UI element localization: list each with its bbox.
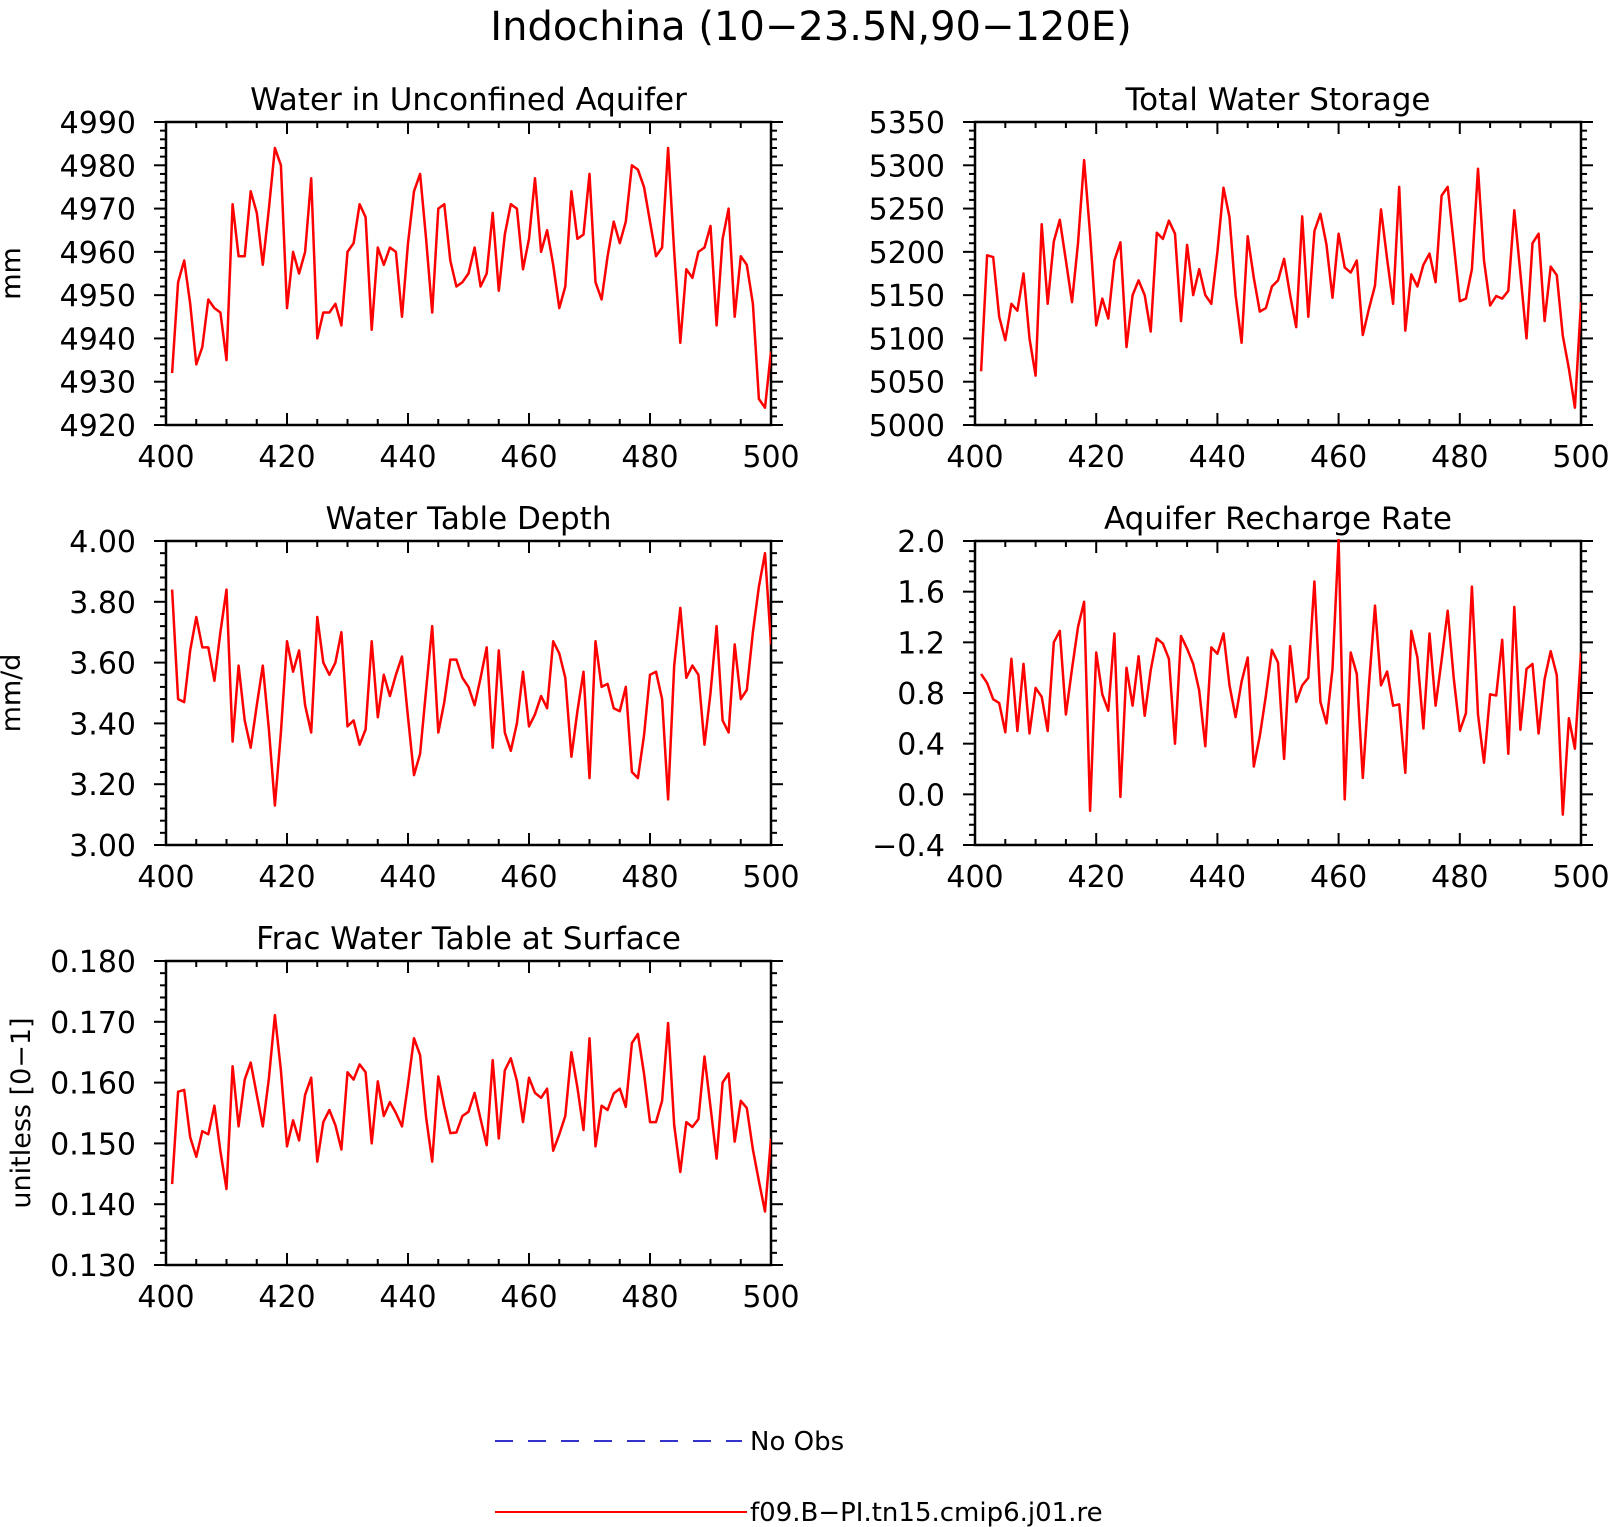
y-tick-label: 4940 — [60, 322, 136, 357]
y-tick-label: 1.2 — [897, 626, 945, 661]
y-tick-label: 0.180 — [50, 945, 136, 980]
series-line-recharge-rate — [980, 539, 1581, 816]
series-line-water-table-depth — [170, 551, 771, 807]
y-tick-label: 5200 — [869, 236, 945, 271]
y-tick-label: 0.0 — [897, 778, 945, 813]
x-tick-label: 480 — [621, 440, 678, 475]
y-axis-label: unitless [0−1] — [6, 1017, 37, 1208]
legend-label-model: f09.B−PI.tn15.cmip6.j01.re — [750, 1498, 1103, 1527]
x-tick-label: 460 — [500, 440, 557, 475]
plot-frame — [973, 539, 1583, 847]
x-tick-label: 400 — [946, 860, 1003, 895]
x-tick-label: 440 — [379, 860, 436, 895]
y-axis-label: m — [0, 680, 27, 706]
x-tick-label: 500 — [1552, 440, 1609, 475]
panel-frac-water-table: Frac Water Table at Surface 400 420 440 460 4… — [6, 921, 800, 1315]
x-tick-label: 400 — [137, 440, 194, 475]
figure-title: Indochina (10−23.5N,90−120E) — [490, 4, 1131, 50]
legend: No Obs f09.B−PI.tn15.cmip6.j01.re — [495, 1427, 1103, 1527]
series-line-unconfined-aquifer — [170, 146, 771, 409]
plot-frame — [973, 120, 1583, 427]
y-tick-label: 3.20 — [69, 768, 136, 803]
y-axis-label: mm — [0, 247, 27, 300]
y-tick-label: 0.130 — [50, 1249, 136, 1284]
y-tick-label: 0.4 — [897, 728, 945, 763]
y-tick-label: 0.8 — [897, 677, 945, 712]
y-tick-label: 4960 — [60, 236, 136, 271]
y-tick-label: 4.00 — [69, 525, 136, 560]
y-tick-label: 3.80 — [69, 586, 136, 621]
x-tick-label: 460 — [1310, 860, 1367, 895]
x-tick-label: 480 — [621, 860, 678, 895]
x-tick-label: 400 — [137, 860, 194, 895]
x-tick-label: 460 — [500, 1280, 557, 1315]
y-tick-label: 5100 — [869, 322, 945, 357]
panel-water-table-depth: Water Table Depth 400 420 440 460 480 500 3.00 3… — [0, 501, 800, 895]
x-tick-label: 480 — [1431, 860, 1488, 895]
x-tick-label: 480 — [1431, 440, 1488, 475]
y-axis-label: mm/d — [0, 654, 27, 733]
plot-frame — [164, 539, 773, 847]
x-tick-label: 500 — [742, 1280, 799, 1315]
y-tick-label: 5250 — [869, 193, 945, 228]
x-tick-label: 460 — [1310, 440, 1367, 475]
y-tick-label: 4990 — [60, 106, 136, 141]
panel-title: Water Table Depth — [326, 501, 612, 537]
x-tick-label: 500 — [1552, 860, 1609, 895]
x-tick-label: 420 — [258, 440, 315, 475]
panel-title: Water in Unconfined Aquifer — [250, 82, 687, 118]
x-tick-label: 420 — [1068, 440, 1125, 475]
x-tick-label: 420 — [1068, 860, 1125, 895]
series-line-frac-water-table — [170, 1013, 771, 1213]
x-tick-label: 420 — [258, 860, 315, 895]
panel-recharge-rate: Aquifer Recharge Rate 400 420 440 460 480 500 −… — [0, 501, 1610, 895]
x-tick-label: 440 — [1189, 440, 1246, 475]
y-tick-label: 0.150 — [50, 1127, 136, 1162]
y-tick-label: 3.60 — [69, 647, 136, 682]
panel-total-water-storage: Total Water Storage 400 420 440 460 480 500 500… — [0, 82, 1610, 475]
y-tick-label: 5000 — [869, 409, 945, 444]
y-axis-label: mm — [0, 247, 27, 300]
legend-label-no-obs: No Obs — [750, 1427, 844, 1457]
y-tick-label: 2.0 — [897, 525, 945, 560]
y-tick-label: 5050 — [869, 366, 945, 401]
y-tick-label: 5350 — [869, 106, 945, 141]
panel-title: Aquifer Recharge Rate — [1104, 501, 1452, 537]
x-tick-label: 420 — [258, 1280, 315, 1315]
panel-title: Total Water Storage — [1124, 82, 1430, 118]
x-tick-label: 500 — [742, 860, 799, 895]
y-tick-label: −0.4 — [872, 829, 945, 864]
y-tick-label: 0.170 — [50, 1006, 136, 1041]
y-tick-label: 0.160 — [50, 1067, 136, 1102]
y-tick-label: 5150 — [869, 279, 945, 314]
panel-unconfined-aquifer: Water in Unconfined Aquifer 400 420 440 460 4… — [0, 82, 800, 475]
y-tick-label: 3.40 — [69, 707, 136, 742]
x-tick-label: 460 — [500, 860, 557, 895]
y-tick-label: 4920 — [60, 409, 136, 444]
y-tick-label: 4950 — [60, 279, 136, 314]
y-tick-label: 4930 — [60, 366, 136, 401]
x-tick-label: 440 — [379, 1280, 436, 1315]
x-tick-label: 440 — [1189, 860, 1246, 895]
x-tick-label: 480 — [621, 1280, 678, 1315]
x-tick-label: 440 — [379, 440, 436, 475]
y-tick-label: 4980 — [60, 149, 136, 184]
y-tick-label: 0.140 — [50, 1188, 136, 1223]
y-tick-label: 1.6 — [897, 576, 945, 611]
y-tick-label: 5300 — [869, 149, 945, 184]
panel-title: Frac Water Table at Surface — [256, 921, 681, 957]
y-tick-label: 4970 — [60, 193, 136, 228]
x-tick-label: 500 — [742, 440, 799, 475]
x-tick-label: 400 — [137, 1280, 194, 1315]
y-tick-label: 3.00 — [69, 829, 136, 864]
series-line-total-water-storage — [979, 158, 1581, 409]
x-tick-label: 400 — [946, 440, 1003, 475]
